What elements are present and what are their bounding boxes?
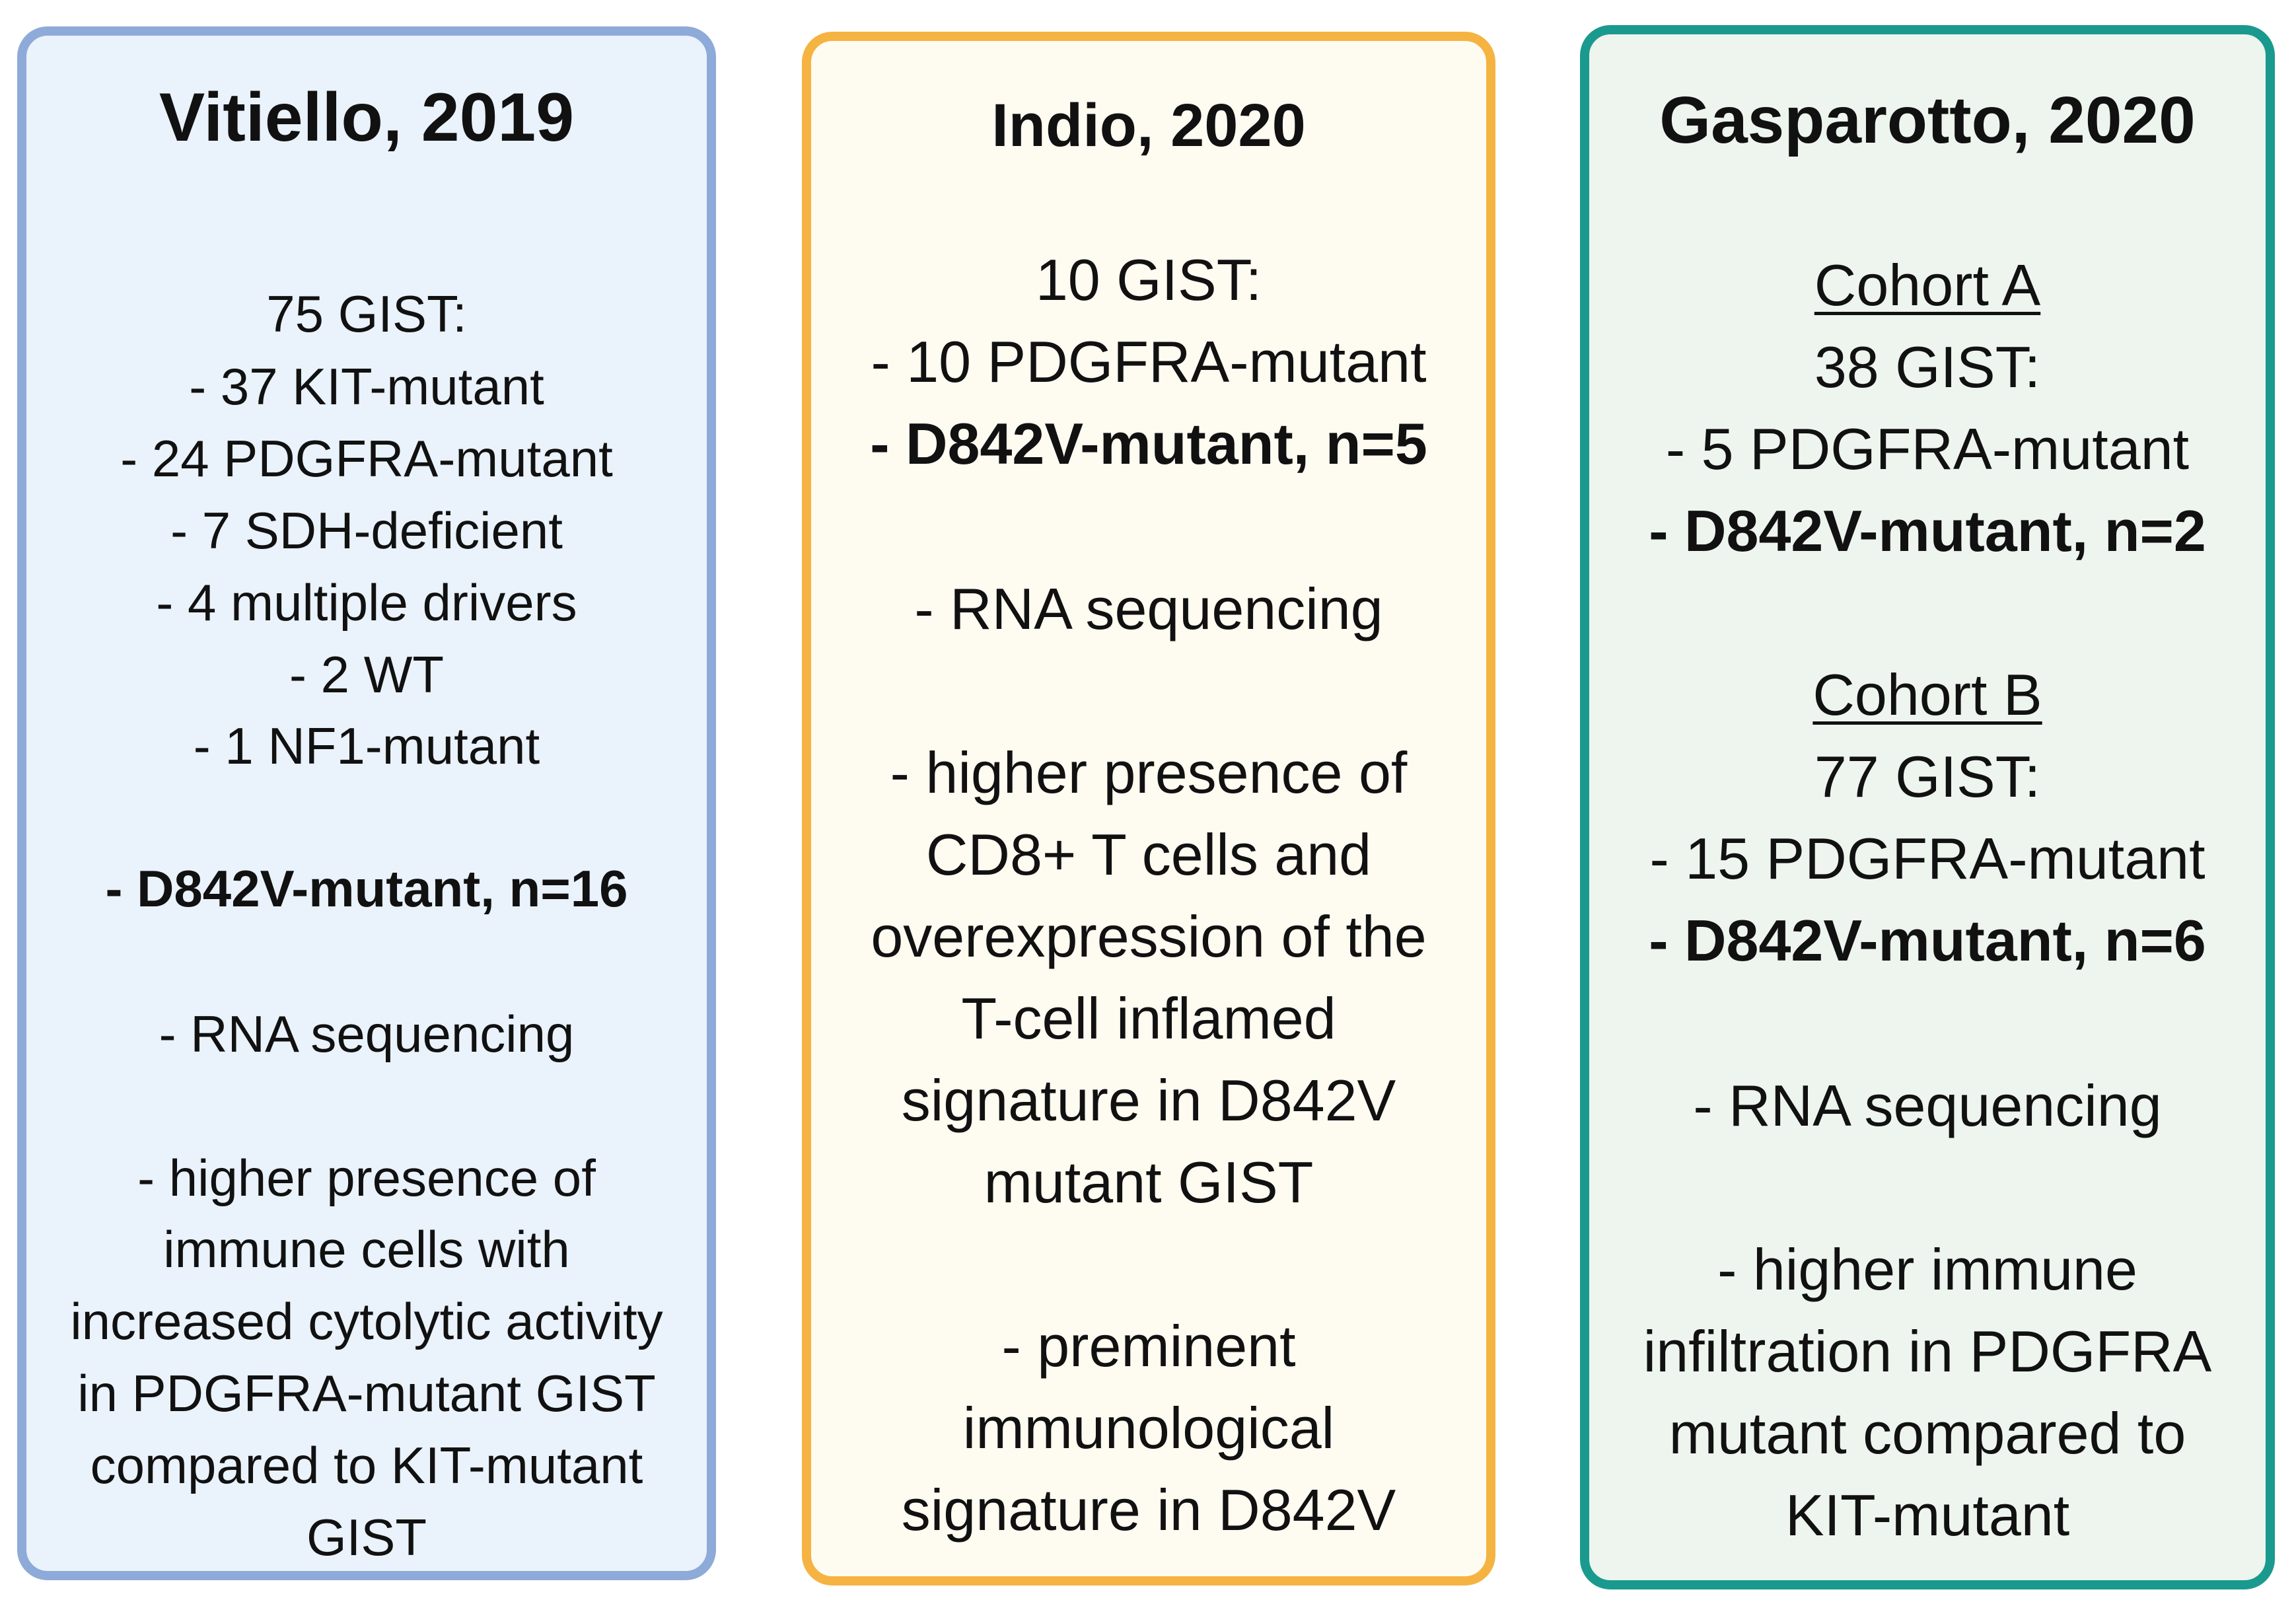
panel-text-line: - RNA sequencing — [914, 576, 1383, 641]
panel-text-line: - 5 PDGFRA-mutant — [1665, 416, 2190, 482]
panel-text-line: - 24 PDGFRA-mutant — [120, 429, 613, 488]
panel-text-line: - 15 PDGFRA-mutant — [1649, 826, 2206, 891]
panel-text-line: 38 GIST: — [1814, 334, 2041, 400]
panel-title: Indio, 2020 — [991, 92, 1306, 159]
panel-text-line: 75 GIST: — [266, 285, 467, 343]
study-panel-vitiello: Vitiello, 2019 75 GIST: - 37 KIT-mutant … — [17, 26, 716, 1580]
panel-text-line: - 2 WT — [289, 645, 444, 704]
panel-text-line: signature in D842V — [901, 1477, 1396, 1543]
d842v-highlight: - D842V-mutant, n=5 — [870, 411, 1427, 476]
d842v-highlight: - D842V-mutant, n=2 — [1649, 498, 2206, 564]
panel-text-line: mutant compared to — [1668, 1401, 2186, 1466]
d842v-highlight: - D842V-mutant, n=16 — [105, 859, 628, 918]
panel-text-line: KIT-mutant — [1785, 1482, 2070, 1548]
panel-text-line: GIST — [306, 1508, 427, 1566]
panel-title: Gasparotto, 2020 — [1659, 83, 2196, 157]
panel-text-line: signature in D842V — [901, 1068, 1396, 1133]
panel-text-line: compared to KIT-mutant — [90, 1436, 643, 1494]
study-panel-indio: Indio, 2020 10 GIST: - 10 PDGFRA-mutant … — [802, 32, 1495, 1586]
panel-text-line: immune cells with — [163, 1220, 570, 1278]
panel-text-line: - 1 NF1-mutant — [193, 717, 540, 775]
panel-text-line: - higher presence of — [890, 740, 1408, 805]
panel-text-line: in PDGFRA-mutant GIST — [77, 1364, 656, 1422]
panel-text-line: CD8+ T cells and — [925, 822, 1372, 887]
panel-text-line: overexpression of the — [871, 904, 1427, 969]
panel-text-line: - 4 multiple drivers — [156, 573, 577, 632]
panel-text-line: - higher presence of — [137, 1149, 596, 1207]
panel-text-line: infiltration in PDGFRA — [1643, 1319, 2212, 1384]
panel-text-line: - higher immune — [1717, 1237, 2137, 1302]
panel-text-line: 77 GIST: — [1814, 744, 2041, 809]
cohort-heading: Cohort A — [1814, 252, 2041, 318]
panel-text-line: mutant GIST — [984, 1149, 1314, 1215]
panel-text-line: - 10 PDGFRA-mutant — [871, 329, 1427, 394]
d842v-highlight: - D842V-mutant, n=6 — [1649, 908, 2206, 973]
panel-text-line: - RNA sequencing — [1693, 1073, 2162, 1138]
panel-text-line: increased cytolytic activity — [70, 1292, 663, 1350]
panel-text-line: - 7 SDH-deficient — [170, 501, 563, 560]
panel-text-line: - RNA sequencing — [159, 1005, 575, 1063]
panel-title: Vitiello, 2019 — [159, 79, 575, 156]
cohort-heading: Cohort B — [1812, 662, 2042, 727]
panel-text-line: - preminent — [1001, 1313, 1296, 1379]
panel-text-line: immunological — [962, 1395, 1335, 1461]
panel-text-line: 10 GIST: — [1035, 247, 1262, 312]
study-panel-gasparotto: Gasparotto, 2020 Cohort A 38 GIST: - 5 P… — [1580, 25, 2275, 1589]
panel-text-line: - 37 KIT-mutant — [189, 357, 544, 416]
panel-text-line: T-cell inflamed — [961, 986, 1336, 1051]
